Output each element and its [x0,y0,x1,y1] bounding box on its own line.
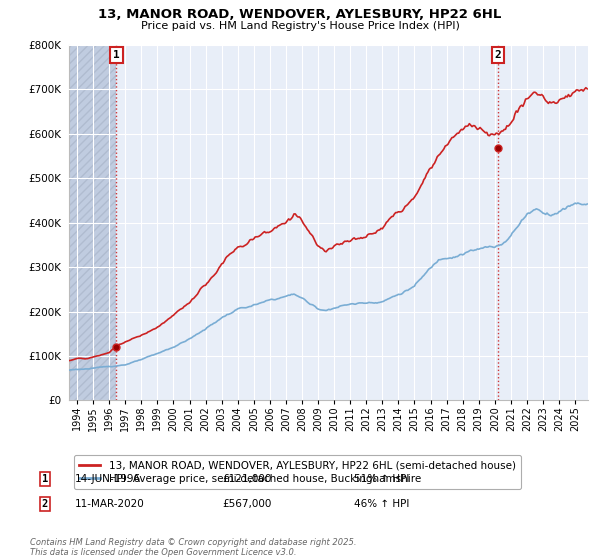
Legend: 13, MANOR ROAD, WENDOVER, AYLESBURY, HP22 6HL (semi-detached house), HPI: Averag: 13, MANOR ROAD, WENDOVER, AYLESBURY, HP2… [74,455,521,489]
Text: 13, MANOR ROAD, WENDOVER, AYLESBURY, HP22 6HL: 13, MANOR ROAD, WENDOVER, AYLESBURY, HP2… [98,8,502,21]
Text: 1: 1 [113,50,120,60]
Text: Contains HM Land Registry data © Crown copyright and database right 2025.
This d: Contains HM Land Registry data © Crown c… [30,538,356,557]
Text: 11-MAR-2020: 11-MAR-2020 [75,499,145,509]
Text: 14-JUN-1996: 14-JUN-1996 [75,474,141,484]
Text: Price paid vs. HM Land Registry's House Price Index (HPI): Price paid vs. HM Land Registry's House … [140,21,460,31]
Text: 51% ↑ HPI: 51% ↑ HPI [354,474,409,484]
Text: £121,000: £121,000 [222,474,271,484]
Text: 1: 1 [42,474,48,484]
Text: £567,000: £567,000 [222,499,271,509]
Text: 2: 2 [42,499,48,509]
Text: 2: 2 [494,50,501,60]
Bar [69,45,116,400]
Text: 46% ↑ HPI: 46% ↑ HPI [354,499,409,509]
